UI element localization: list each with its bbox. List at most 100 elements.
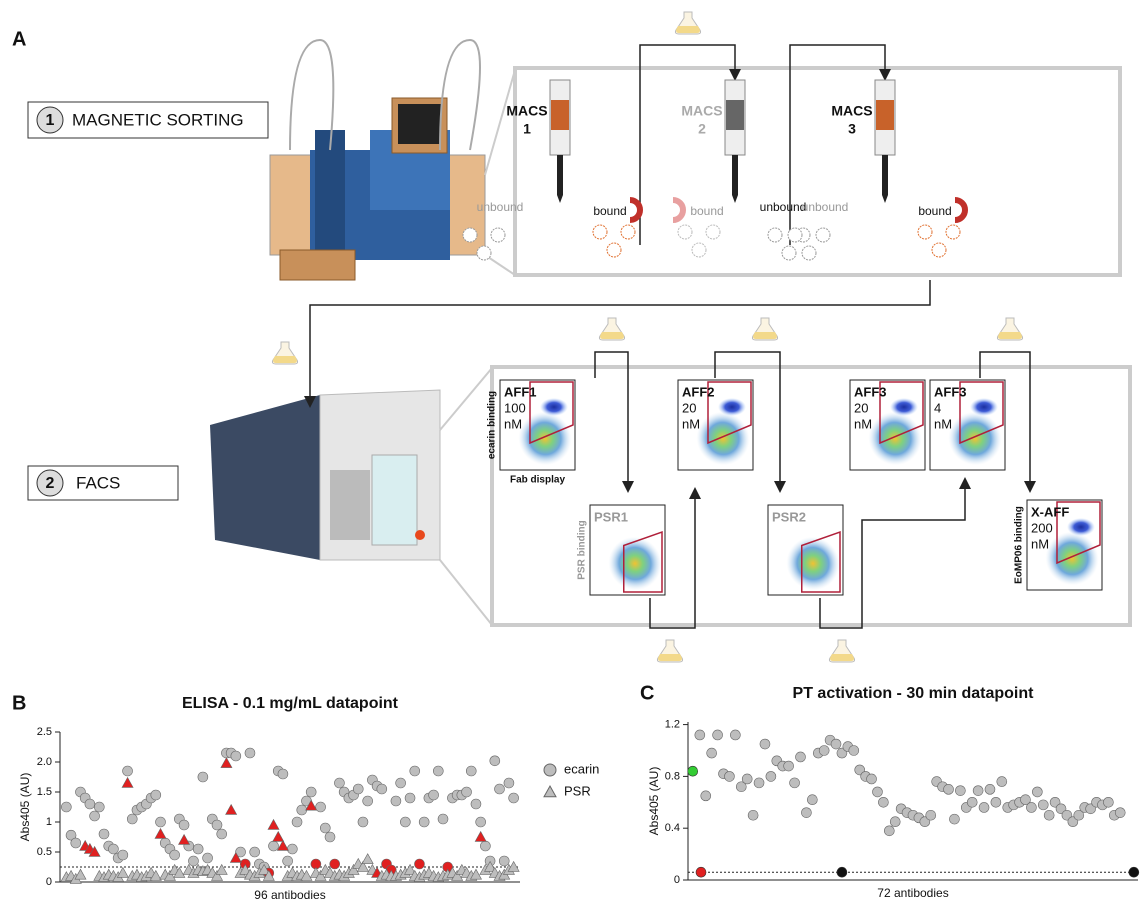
point [108, 844, 118, 854]
point [410, 766, 420, 776]
point [61, 802, 71, 812]
point [419, 817, 429, 827]
legend-label: ecarin [564, 761, 599, 776]
point [245, 748, 255, 758]
point [71, 838, 81, 848]
point [967, 797, 977, 807]
point [400, 817, 410, 827]
density [540, 398, 568, 416]
plot-name: AFF3 [854, 384, 887, 399]
point [127, 814, 137, 824]
point [179, 820, 189, 830]
point [268, 820, 279, 830]
y-tick-label: 2.5 [37, 726, 52, 738]
point [117, 868, 128, 878]
column-tip [732, 155, 738, 203]
bound-label: bound [918, 204, 951, 218]
point [796, 752, 806, 762]
point [748, 810, 758, 820]
density [718, 398, 746, 416]
plot-unit: nM [1031, 536, 1049, 551]
point [973, 786, 983, 796]
cell [802, 246, 816, 260]
plot-conc: 20 [682, 400, 696, 415]
panel-label: C [640, 682, 654, 704]
step-number: 2 [46, 475, 55, 492]
column-title: MACS [831, 103, 872, 119]
y-tick-label: 1 [46, 816, 52, 828]
point [790, 778, 800, 788]
column-number: 3 [848, 121, 856, 137]
point [231, 751, 241, 761]
plot-name: AFF3 [934, 384, 967, 399]
y-tick-label: 0.4 [665, 822, 680, 834]
point [754, 778, 764, 788]
point [221, 758, 232, 768]
cell-bound [706, 225, 720, 239]
point [358, 817, 368, 827]
point [362, 854, 373, 864]
point [831, 739, 841, 749]
point [188, 856, 198, 866]
column-tip [557, 155, 563, 203]
plot-name: AFF2 [682, 384, 715, 399]
point [396, 778, 406, 788]
plot-unit: nM [934, 416, 952, 431]
unbound-label: unbound [477, 200, 524, 214]
point [766, 771, 776, 781]
plot-name: AFF1 [504, 384, 537, 399]
point [320, 823, 330, 833]
point [118, 850, 128, 860]
plot-y-axis: EoMP06 binding [1014, 506, 1025, 584]
plot-name: PSR2 [772, 509, 806, 524]
point [269, 841, 279, 851]
point [819, 745, 829, 755]
point [713, 730, 723, 740]
plot-unit: nM [682, 416, 700, 431]
macs-box [515, 68, 1120, 275]
point [462, 787, 472, 797]
point [884, 826, 894, 836]
point [480, 841, 490, 851]
point [801, 808, 811, 818]
point [212, 820, 222, 830]
point [94, 802, 104, 812]
point [330, 859, 340, 869]
point [1032, 787, 1042, 797]
point [334, 778, 344, 788]
step-name: FACS [76, 473, 120, 492]
control-point [696, 867, 706, 877]
column-tip [882, 155, 888, 203]
point [278, 769, 288, 779]
cell [477, 246, 491, 260]
panel-label: A [12, 28, 26, 50]
column-title: MACS [506, 103, 547, 119]
point [405, 793, 415, 803]
point [122, 778, 133, 788]
cell-bound [593, 225, 607, 239]
column-fill [726, 100, 744, 130]
point [867, 774, 877, 784]
cell [782, 246, 796, 260]
bound-label: bound [593, 204, 626, 218]
step-name: MAGNETIC SORTING [72, 110, 244, 129]
unbound-label: unbound [802, 200, 849, 214]
point [1115, 808, 1125, 818]
point [979, 802, 989, 812]
point [273, 832, 284, 842]
bound-label: bound [690, 204, 723, 218]
plot-y-axis: ecarin binding [487, 391, 498, 459]
point [287, 844, 297, 854]
control-point [837, 867, 847, 877]
control-point [688, 766, 698, 776]
point [198, 772, 208, 782]
plot-y-axis: PSR binding [577, 520, 588, 579]
point [724, 771, 734, 781]
column-title: MACS [681, 103, 722, 119]
cell [768, 228, 782, 242]
point [283, 856, 293, 866]
plot-conc: 100 [504, 400, 526, 415]
plot-name: PSR1 [594, 509, 628, 524]
macs-machine [270, 40, 485, 280]
point [471, 799, 481, 809]
